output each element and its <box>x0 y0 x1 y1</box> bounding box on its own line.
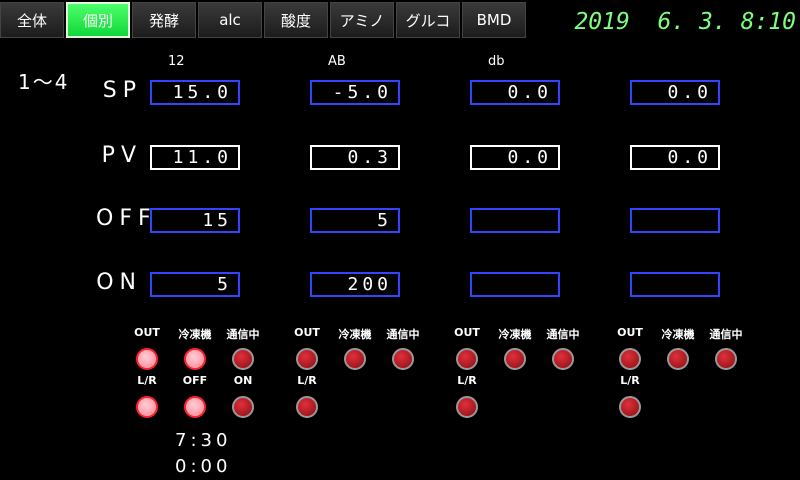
comm-lamp-icon <box>392 348 414 370</box>
tab-7[interactable]: BMD <box>462 2 526 38</box>
lamp-label: ON <box>233 374 253 387</box>
tab-6[interactable]: グルコ <box>396 2 460 38</box>
out-lamp-icon <box>136 348 158 370</box>
out-lamp-icon <box>296 348 318 370</box>
off-value-field[interactable] <box>630 208 720 233</box>
row-label: SP <box>102 78 142 103</box>
lamp-label: L/R <box>297 374 317 387</box>
lamp-label: 冷凍機 <box>498 328 532 341</box>
row-label: OFF <box>96 206 157 231</box>
comm-lamp-icon <box>232 348 254 370</box>
time-2: 0:00 <box>175 456 232 477</box>
lr-lamp-icon <box>136 396 158 418</box>
column-header: AB <box>328 54 346 69</box>
on-value-field[interactable]: 5 <box>150 272 240 297</box>
lamp-label: OUT <box>617 326 643 339</box>
freezer-lamp-icon <box>504 348 526 370</box>
off-lamp-icon <box>184 396 206 418</box>
tab-2[interactable]: 発酵 <box>132 2 196 38</box>
on-value-field[interactable] <box>630 272 720 297</box>
freezer-lamp-icon <box>667 348 689 370</box>
lamp-label: OUT <box>454 326 480 339</box>
lamp-label: OFF <box>182 374 208 387</box>
off-value-field[interactable]: 15 <box>150 208 240 233</box>
out-lamp-icon <box>619 348 641 370</box>
lamp-label: L/R <box>137 374 157 387</box>
tab-0[interactable]: 全体 <box>0 2 64 38</box>
tab-4[interactable]: 酸度 <box>264 2 328 38</box>
lamp-label: 冷凍機 <box>338 328 372 341</box>
on-value-field[interactable] <box>470 272 560 297</box>
lamp-label: 通信中 <box>226 328 260 341</box>
pv-value-field: 0.3 <box>310 145 400 170</box>
time-1: 7:30 <box>175 430 232 451</box>
row-label: PV <box>101 143 142 168</box>
column-header: db <box>488 54 505 69</box>
off-value-field[interactable] <box>470 208 560 233</box>
on-value-field[interactable]: 200 <box>310 272 400 297</box>
pv-value-field: 0.0 <box>630 145 720 170</box>
lr-lamp-icon <box>296 396 318 418</box>
lamp-label: 通信中 <box>546 328 580 341</box>
clock-display: 2019 6. 3. 8:10 <box>574 9 796 35</box>
on-lamp-icon <box>232 396 254 418</box>
sp-value-field[interactable]: 0.0 <box>470 80 560 105</box>
tab-5[interactable]: アミノ <box>330 2 394 38</box>
pv-value-field: 11.0 <box>150 145 240 170</box>
range-label: 1～4 <box>18 70 70 94</box>
off-value-field[interactable]: 5 <box>310 208 400 233</box>
out-lamp-icon <box>456 348 478 370</box>
lamp-label: L/R <box>620 374 640 387</box>
lr-lamp-icon <box>619 396 641 418</box>
sp-value-field[interactable]: 0.0 <box>630 80 720 105</box>
freezer-lamp-icon <box>344 348 366 370</box>
lamp-label: OUT <box>294 326 320 339</box>
column-header: 12 <box>168 54 185 69</box>
lr-lamp-icon <box>456 396 478 418</box>
lamp-label: 冷凍機 <box>178 328 212 341</box>
comm-lamp-icon <box>552 348 574 370</box>
lamp-label: L/R <box>457 374 477 387</box>
sp-value-field[interactable]: 15.0 <box>150 80 240 105</box>
comm-lamp-icon <box>715 348 737 370</box>
lamp-label: OUT <box>134 326 160 339</box>
lamp-label: 通信中 <box>709 328 743 341</box>
lamp-label: 通信中 <box>386 328 420 341</box>
tab-1[interactable]: 個別 <box>66 2 130 38</box>
lamp-label: 冷凍機 <box>661 328 695 341</box>
pv-value-field: 0.0 <box>470 145 560 170</box>
tab-3[interactable]: alc <box>198 2 262 38</box>
row-label: ON <box>96 270 142 295</box>
sp-value-field[interactable]: -5.0 <box>310 80 400 105</box>
freezer-lamp-icon <box>184 348 206 370</box>
